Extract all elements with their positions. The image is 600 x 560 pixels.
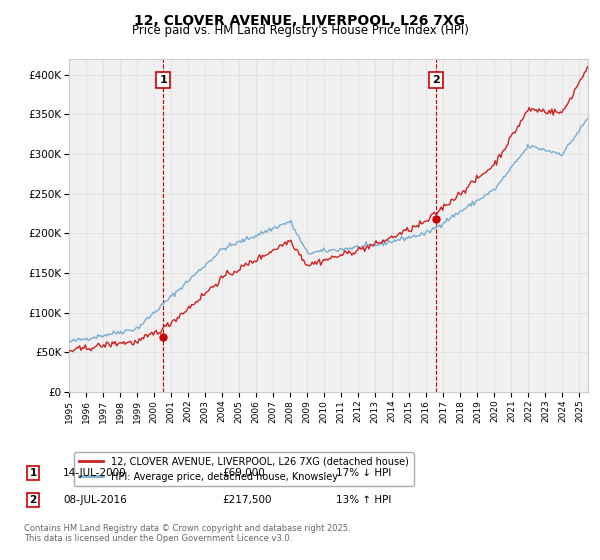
Text: 1: 1 (29, 468, 37, 478)
Text: 2: 2 (29, 495, 37, 505)
Text: 2: 2 (431, 75, 439, 85)
Text: 12, CLOVER AVENUE, LIVERPOOL, L26 7XG: 12, CLOVER AVENUE, LIVERPOOL, L26 7XG (134, 14, 466, 28)
Text: 13% ↑ HPI: 13% ↑ HPI (336, 495, 391, 505)
Text: Price paid vs. HM Land Registry's House Price Index (HPI): Price paid vs. HM Land Registry's House … (131, 24, 469, 37)
Text: 17% ↓ HPI: 17% ↓ HPI (336, 468, 391, 478)
Text: 14-JUL-2000: 14-JUL-2000 (63, 468, 127, 478)
Text: 08-JUL-2016: 08-JUL-2016 (63, 495, 127, 505)
Text: £217,500: £217,500 (222, 495, 271, 505)
Legend: 12, CLOVER AVENUE, LIVERPOOL, L26 7XG (detached house), HPI: Average price, deta: 12, CLOVER AVENUE, LIVERPOOL, L26 7XG (d… (74, 452, 413, 487)
Text: Contains HM Land Registry data © Crown copyright and database right 2025.
This d: Contains HM Land Registry data © Crown c… (24, 524, 350, 543)
Text: £69,000: £69,000 (222, 468, 265, 478)
Text: 1: 1 (160, 75, 167, 85)
